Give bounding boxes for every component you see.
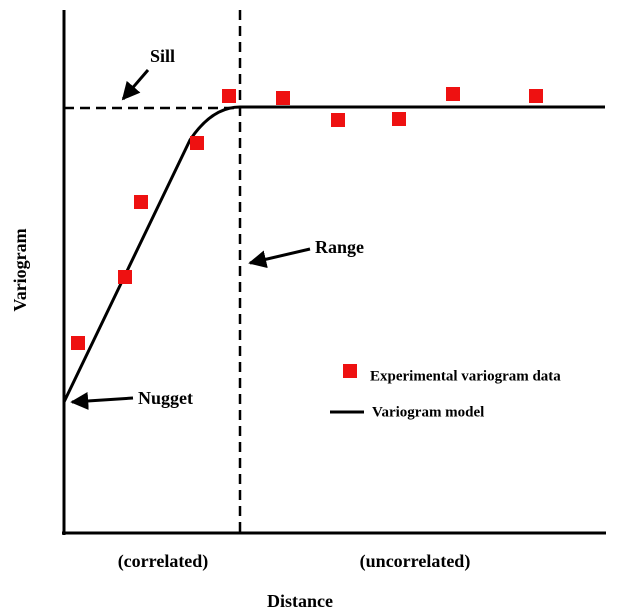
nugget-label: Nugget [138, 388, 193, 408]
range-label: Range [315, 237, 364, 257]
data-point [529, 89, 543, 103]
sill-arrow [121, 69, 150, 101]
data-point [446, 87, 460, 101]
x-axis-label: Distance [267, 591, 333, 611]
y-axis-label: Variogram [10, 228, 30, 311]
data-point [118, 270, 132, 284]
sill-label: Sill [150, 46, 175, 66]
region-label: (correlated) [118, 551, 209, 572]
data-point [190, 136, 204, 150]
legend-marker [343, 364, 357, 378]
region-label: (uncorrelated) [360, 551, 471, 572]
data-point [134, 195, 148, 209]
data-point [222, 89, 236, 103]
data-point [392, 112, 406, 126]
range-arrow [248, 247, 311, 269]
data-point [71, 336, 85, 350]
experimental-points [71, 87, 543, 350]
legend-label: Variogram model [372, 404, 484, 420]
data-point [276, 91, 290, 105]
data-point [331, 113, 345, 127]
legend-label: Experimental variogram data [370, 368, 561, 384]
nugget-arrow [70, 391, 134, 410]
